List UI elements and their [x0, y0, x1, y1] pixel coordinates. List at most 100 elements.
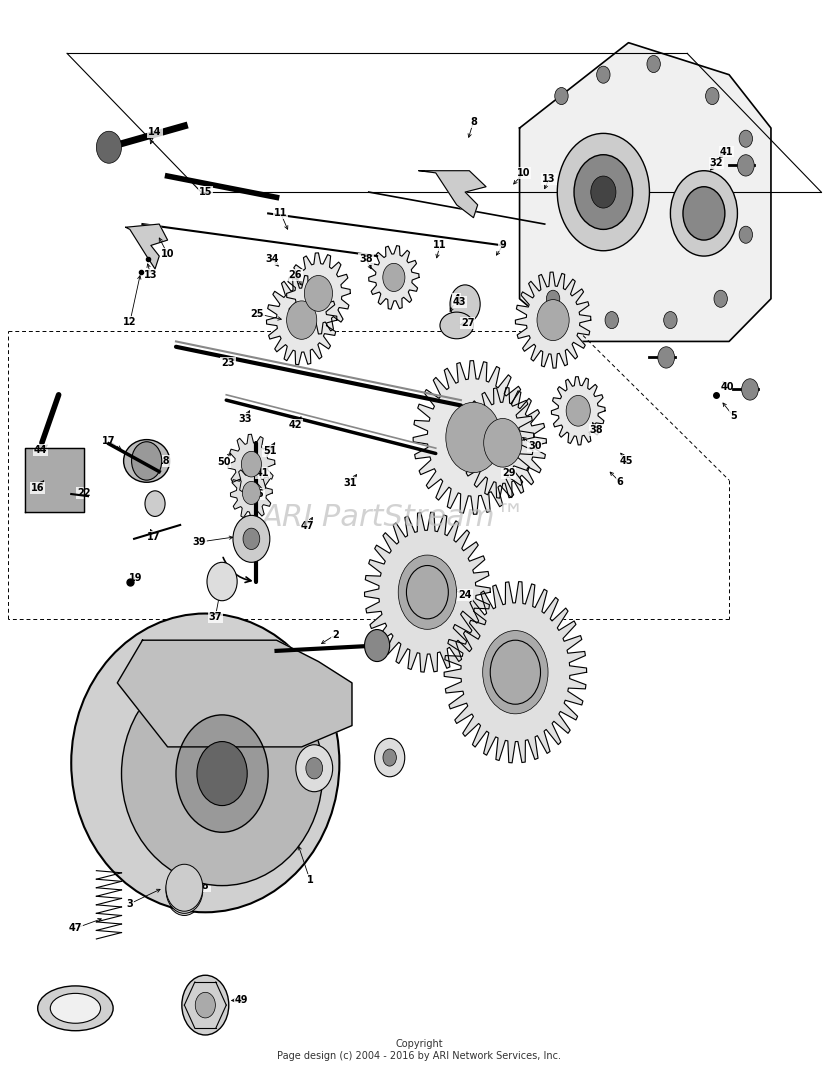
Text: 18: 18 [157, 456, 170, 466]
Circle shape [670, 171, 737, 256]
Ellipse shape [50, 993, 101, 1023]
Circle shape [296, 745, 333, 792]
Circle shape [166, 866, 203, 913]
Circle shape [714, 290, 727, 307]
Text: 11: 11 [433, 240, 447, 251]
Ellipse shape [71, 614, 339, 912]
Text: 6: 6 [617, 477, 623, 488]
Text: 25: 25 [251, 308, 264, 319]
Circle shape [287, 301, 317, 339]
Text: 47: 47 [301, 521, 314, 531]
Circle shape [398, 555, 457, 630]
Text: 38: 38 [360, 254, 373, 265]
Text: 51: 51 [263, 446, 277, 457]
Circle shape [241, 451, 261, 477]
Text: 20: 20 [210, 574, 223, 585]
Circle shape [182, 975, 229, 1035]
Circle shape [739, 130, 753, 147]
Circle shape [706, 87, 719, 105]
Text: 12: 12 [123, 317, 137, 328]
Circle shape [683, 187, 725, 240]
Text: 17: 17 [102, 435, 116, 446]
Circle shape [304, 275, 333, 312]
Circle shape [383, 749, 396, 766]
Polygon shape [419, 171, 486, 218]
Ellipse shape [124, 440, 169, 482]
Text: 45: 45 [620, 456, 634, 466]
Polygon shape [266, 275, 337, 365]
Text: 42: 42 [288, 419, 302, 430]
Text: 3: 3 [127, 898, 133, 909]
Circle shape [166, 869, 203, 915]
Text: ARI PartStream™: ARI PartStream™ [261, 503, 526, 532]
Polygon shape [126, 224, 168, 269]
Circle shape [546, 290, 560, 307]
Ellipse shape [440, 313, 473, 339]
Circle shape [306, 758, 323, 779]
Circle shape [591, 176, 616, 208]
Text: 48: 48 [196, 880, 210, 891]
Circle shape [176, 715, 268, 832]
Polygon shape [369, 245, 419, 309]
Circle shape [483, 631, 548, 714]
Circle shape [242, 481, 261, 505]
Text: 37: 37 [209, 611, 222, 622]
Text: 13: 13 [542, 174, 556, 185]
Circle shape [664, 312, 677, 329]
Text: 11: 11 [274, 208, 287, 219]
Circle shape [406, 566, 448, 619]
Circle shape [166, 864, 203, 911]
Text: 15: 15 [199, 187, 212, 197]
Text: 39: 39 [193, 537, 206, 547]
Circle shape [96, 131, 122, 163]
Circle shape [574, 155, 633, 229]
Text: 4: 4 [453, 293, 460, 304]
Text: 10: 10 [517, 168, 530, 178]
Text: 41: 41 [256, 467, 269, 478]
Circle shape [233, 515, 270, 562]
Text: 16: 16 [31, 482, 44, 493]
Text: 6: 6 [311, 784, 318, 795]
Text: 28: 28 [520, 690, 533, 701]
Text: 41: 41 [720, 146, 733, 157]
Text: 44: 44 [34, 445, 47, 456]
Circle shape [658, 347, 675, 368]
Circle shape [207, 562, 237, 601]
Polygon shape [551, 377, 605, 445]
Polygon shape [444, 582, 587, 763]
Polygon shape [520, 43, 771, 341]
Circle shape [566, 396, 590, 426]
Text: 47: 47 [69, 923, 82, 934]
Text: 5: 5 [730, 411, 737, 421]
Circle shape [446, 402, 501, 473]
Ellipse shape [38, 986, 113, 1031]
Text: 40: 40 [721, 382, 734, 393]
Polygon shape [459, 387, 546, 498]
Text: 31: 31 [344, 478, 357, 489]
Text: 35: 35 [75, 1008, 88, 1019]
Text: 24: 24 [458, 590, 472, 601]
Text: 34: 34 [266, 254, 279, 265]
Circle shape [243, 528, 260, 550]
Text: 8: 8 [470, 116, 477, 127]
Polygon shape [25, 448, 84, 512]
Circle shape [450, 285, 480, 323]
Circle shape [197, 742, 247, 806]
Polygon shape [515, 272, 591, 368]
Polygon shape [287, 253, 350, 334]
Text: 26: 26 [288, 270, 302, 281]
Polygon shape [117, 640, 352, 747]
Text: 22: 22 [77, 488, 91, 498]
Circle shape [647, 55, 660, 73]
Text: 38: 38 [305, 755, 318, 766]
Text: 43: 43 [453, 297, 466, 307]
Circle shape [383, 264, 405, 291]
Circle shape [739, 226, 753, 243]
Text: 30: 30 [528, 441, 541, 451]
Text: 23: 23 [221, 357, 235, 368]
Polygon shape [228, 434, 275, 494]
Circle shape [145, 491, 165, 516]
Text: 2: 2 [332, 630, 339, 640]
Text: 33: 33 [238, 414, 251, 425]
Circle shape [742, 379, 758, 400]
